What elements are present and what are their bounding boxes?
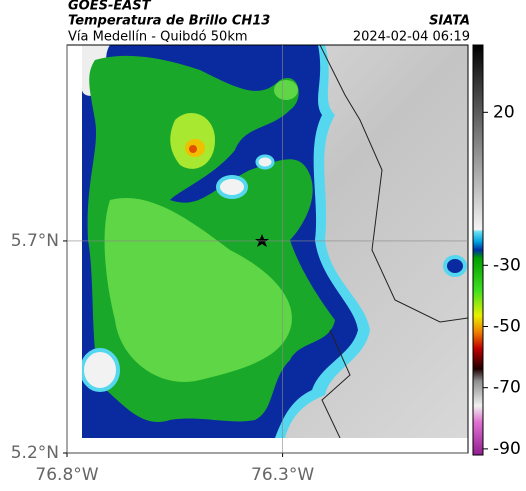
y-tick-label: 5.7°N (11, 231, 59, 251)
colorbar (472, 44, 484, 456)
colorbar-tick-label: -30 (493, 255, 521, 275)
colorbar-tick-label: -70 (493, 378, 521, 398)
x-tick-label: 76.8°W (35, 465, 98, 485)
subtitle: Vía Medellín - Quibdó 50km (68, 30, 248, 45)
colorbar-tick-label: -50 (493, 316, 521, 336)
title: Temperatura de Brillo CH13 (68, 14, 270, 29)
border (321, 329, 351, 438)
cloud-core-hot (189, 145, 197, 153)
colorbar-tick-label: 20 (493, 102, 515, 122)
cloud-small (443, 255, 467, 277)
colorbar-tick-label: -90 (493, 439, 521, 459)
timestamp: 2024-02-04 06:19 (353, 30, 470, 45)
clear-hole (216, 175, 248, 199)
border (319, 45, 468, 323)
y-tick-label: 5.2°N (11, 443, 59, 463)
clear-hole (255, 154, 275, 170)
cloud-green (274, 80, 298, 100)
location-marker (255, 234, 269, 247)
clear-hole (82, 348, 120, 392)
source: SIATA (429, 14, 470, 29)
satellite-image (82, 45, 468, 438)
product-label: GOES-EAST (68, 0, 152, 14)
x-tick-label: 76.3°W (251, 465, 314, 485)
cloud-lightgreen (104, 198, 292, 382)
